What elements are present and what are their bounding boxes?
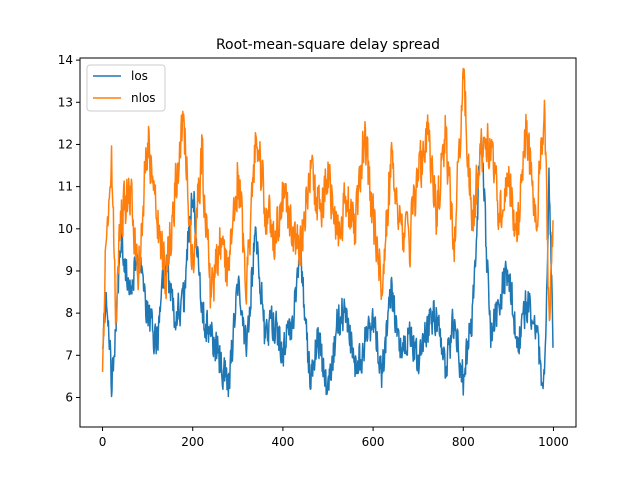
x-tick-label: 0 xyxy=(99,435,107,449)
y-tick-label: 6 xyxy=(65,390,73,404)
series-line-nlos xyxy=(101,67,554,372)
y-tick-label: 13 xyxy=(58,95,73,109)
series-line-los xyxy=(101,133,554,398)
x-tick-label: 1000 xyxy=(538,435,569,449)
y-axis: 6 7 8 9 10 11 12 13 14 xyxy=(58,53,80,404)
y-tick-label: 8 xyxy=(65,306,73,320)
y-tick-label: 7 xyxy=(65,348,73,362)
plot-frame xyxy=(79,57,577,428)
x-tick-label: 200 xyxy=(181,435,204,449)
y-tick-label: 12 xyxy=(58,137,73,151)
y-tick-label: 11 xyxy=(58,180,73,194)
y-tick-label: 9 xyxy=(65,264,73,278)
y-tick-label: 10 xyxy=(58,222,73,236)
x-tick-label: 400 xyxy=(271,435,294,449)
legend-label-nlos: nlos xyxy=(131,91,156,105)
chart-title: Root-mean-square delay spread xyxy=(216,37,440,53)
x-tick-label: 800 xyxy=(452,435,475,449)
legend-label-los: los xyxy=(131,69,148,83)
y-tick-label: 14 xyxy=(58,53,73,67)
legend: los nlos xyxy=(86,64,166,112)
x-axis: 0 200 400 600 800 1000 xyxy=(99,427,569,449)
x-tick-label: 600 xyxy=(362,435,385,449)
plot-lines xyxy=(101,67,554,398)
